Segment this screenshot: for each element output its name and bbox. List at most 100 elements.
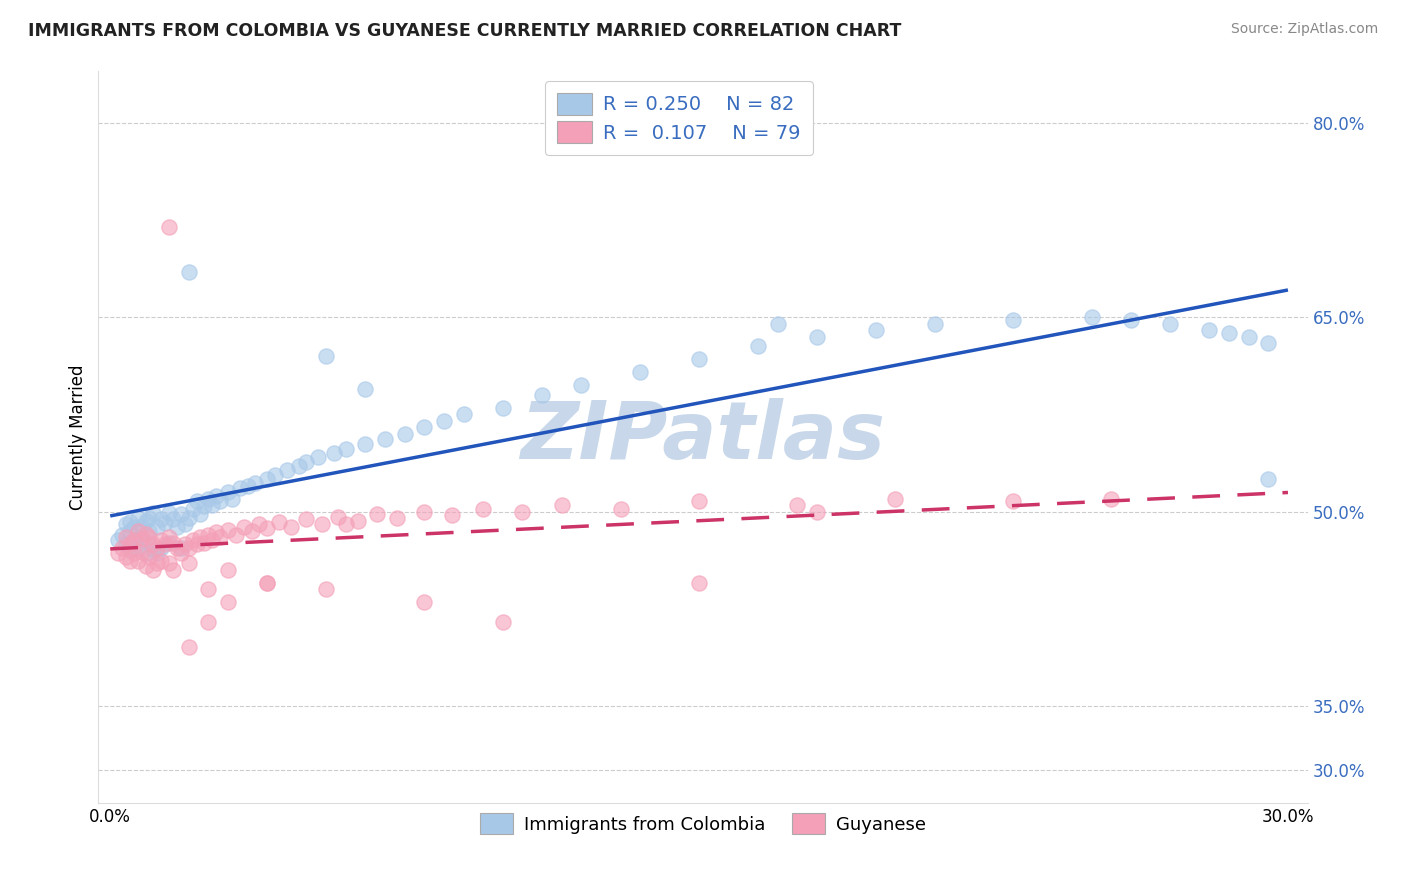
Point [173, 537, 195, 551]
Legend: Immigrants from Colombia, Guyanese: Immigrants from Colombia, Guyanese [470, 803, 936, 845]
Point [153, 537, 176, 551]
Point [138, 537, 160, 551]
Point [1002, 313, 1025, 327]
Point [197, 582, 219, 597]
Point [205, 489, 228, 503]
Point [335, 442, 357, 457]
Point [354, 437, 377, 451]
Point [162, 512, 184, 526]
Point [295, 455, 318, 469]
Point [135, 526, 157, 541]
Point [150, 533, 173, 547]
Point [1198, 323, 1220, 337]
Point [217, 563, 239, 577]
Point [688, 575, 710, 590]
Point [131, 544, 153, 558]
Point [628, 365, 651, 379]
Point [190, 507, 212, 521]
Point [170, 541, 193, 555]
Point [186, 537, 208, 551]
Point [806, 504, 828, 518]
Point [118, 543, 141, 558]
Text: IMMIGRANTS FROM COLOMBIA VS GUYANESE CURRENTLY MARRIED CORRELATION CHART: IMMIGRANTS FROM COLOMBIA VS GUYANESE CUR… [28, 22, 901, 40]
Point [193, 535, 215, 549]
Point [512, 504, 534, 518]
Point [1218, 326, 1240, 340]
Point [307, 450, 329, 464]
Point [217, 523, 239, 537]
Point [295, 512, 318, 526]
Point [173, 517, 195, 532]
Point [394, 426, 416, 441]
Point [217, 595, 239, 609]
Point [385, 511, 408, 525]
Point [157, 557, 180, 571]
Point [256, 575, 278, 590]
Point [162, 563, 184, 577]
Point [122, 533, 145, 547]
Point [315, 582, 337, 597]
Point [1257, 336, 1279, 351]
Point [884, 491, 907, 506]
Point [157, 530, 180, 544]
Point [166, 520, 188, 534]
Point [138, 530, 160, 544]
Point [440, 508, 463, 523]
Point [413, 420, 436, 434]
Point [346, 514, 368, 528]
Point [162, 535, 184, 549]
Point [531, 388, 554, 402]
Point [221, 491, 243, 506]
Point [287, 459, 309, 474]
Point [190, 530, 212, 544]
Point [142, 563, 165, 577]
Point [1002, 494, 1025, 508]
Point [193, 500, 215, 514]
Point [311, 517, 333, 532]
Text: ZIPatlas: ZIPatlas [520, 398, 886, 476]
Point [153, 516, 176, 531]
Point [688, 351, 710, 366]
Point [806, 330, 828, 344]
Point [201, 498, 224, 512]
Point [240, 524, 263, 538]
Point [170, 546, 193, 560]
Point [131, 518, 153, 533]
Point [276, 463, 298, 477]
Point [166, 541, 188, 555]
Point [146, 541, 169, 555]
Point [186, 494, 208, 508]
Point [177, 640, 200, 655]
Point [135, 546, 157, 560]
Point [138, 524, 160, 538]
Point [865, 323, 887, 337]
Point [127, 524, 149, 538]
Point [492, 615, 515, 629]
Point [453, 408, 475, 422]
Point [131, 532, 153, 546]
Point [326, 509, 349, 524]
Point [1237, 330, 1260, 344]
Point [138, 511, 160, 525]
Point [492, 401, 515, 415]
Point [374, 432, 396, 446]
Point [142, 506, 165, 520]
Point [747, 339, 769, 353]
Point [150, 512, 173, 526]
Point [111, 541, 134, 555]
Point [413, 504, 436, 518]
Point [122, 546, 145, 560]
Point [232, 520, 254, 534]
Point [122, 533, 145, 547]
Point [197, 528, 219, 542]
Point [177, 541, 200, 555]
Point [1257, 472, 1279, 486]
Point [1080, 310, 1102, 325]
Point [157, 506, 180, 520]
Point [146, 557, 169, 571]
Point [236, 478, 259, 492]
Point [177, 265, 200, 279]
Point [472, 502, 495, 516]
Point [256, 575, 278, 590]
Point [280, 520, 302, 534]
